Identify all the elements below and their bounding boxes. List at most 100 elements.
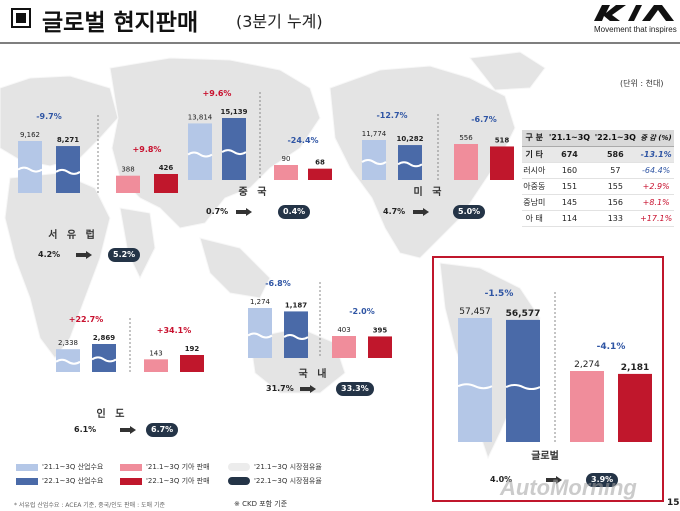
- table-header-cell: '21.1~3Q: [546, 130, 593, 147]
- china-industry-growth: +9.6%: [203, 89, 232, 98]
- china-axis-break-1: [187, 151, 213, 158]
- korea-axis-break-1: [247, 332, 273, 339]
- brand-tagline: Movement that inspires: [594, 25, 677, 34]
- table-cell: 160: [546, 162, 593, 179]
- legend-swatch: [228, 463, 250, 471]
- india-axis-break-2: [91, 356, 117, 363]
- share-2021: 31.7%: [266, 384, 294, 393]
- table-cell: 133: [592, 210, 639, 227]
- china-bar-2: [222, 118, 246, 180]
- usa-industry-growth: -12.7%: [376, 111, 407, 120]
- india-value-label-2: 2,869: [93, 334, 115, 342]
- share-2022-pill: 5.2%: [108, 248, 141, 262]
- footnote: * 서유럽 산업수요 : ACEA 기준, 중국/인도 판매 : 도매 기준: [14, 502, 166, 509]
- usa-kia-growth: -6.7%: [471, 115, 497, 124]
- india-value-label-1: 2,338: [58, 339, 78, 347]
- table-cell: 114: [546, 210, 593, 227]
- title-square-icon: [11, 8, 31, 28]
- table-cell: 145: [546, 194, 593, 211]
- legend-swatch: [120, 463, 142, 471]
- legend-label: '22.1~3Q 산업수요: [42, 477, 104, 485]
- legend-item: '22.1~3Q 산업수요: [16, 476, 103, 486]
- korea-axis-break-2: [283, 334, 309, 341]
- legend-swatch: [16, 463, 38, 471]
- western-europe-industry-growth: -9.7%: [36, 112, 62, 121]
- table-header-cell: 구 분: [522, 130, 547, 147]
- legend-label: '21.1~3Q 기아 판매: [146, 463, 210, 471]
- korea-value-label-1: 1,274: [250, 298, 271, 306]
- china-value-label-4: 68: [315, 159, 325, 167]
- usa-axis-break-1: [361, 159, 387, 165]
- global-axis-break-1: [457, 383, 493, 390]
- usa-axis-break-2: [397, 161, 423, 168]
- global-industry-growth: -1.5%: [485, 289, 514, 299]
- share-2022-pill: 3.9%: [586, 473, 619, 487]
- legend-label: '21.1~3Q 산업수요: [42, 463, 104, 471]
- global-value-label-4: 2,181: [621, 363, 649, 373]
- india-axis-break-1: [55, 358, 81, 365]
- table-cell: 러시아: [522, 162, 547, 179]
- table-cell: +17.1%: [638, 210, 674, 227]
- legend-item: '21.1~3Q 기아 판매: [120, 462, 210, 472]
- korea-industry-growth: -6.8%: [265, 279, 291, 288]
- world-map: [0, 51, 546, 460]
- share-2021: 4.0%: [490, 475, 513, 484]
- table-row: 기 타 674 586 -13.1%: [522, 146, 674, 163]
- share-2021: 0.7%: [206, 207, 229, 216]
- india-bar-4: [180, 355, 204, 372]
- table-cell: 155: [592, 178, 639, 195]
- china-value-label-3: 90: [282, 155, 291, 163]
- legend-label: '21.1~3Q 시장점유율: [254, 463, 322, 471]
- usa-value-label-2: 10,282: [396, 135, 423, 143]
- table-cell: 아 태: [522, 210, 547, 227]
- region-title-india: 인 도: [96, 409, 128, 420]
- table-cell: 156: [592, 194, 639, 211]
- region-title-korea: 국 내: [298, 369, 330, 380]
- global-axis-break-2: [505, 384, 541, 391]
- global-bar-2: [506, 319, 540, 442]
- table-cell: 151: [546, 178, 593, 195]
- table-row: 중남미 145 156 +8.1%: [522, 194, 674, 211]
- western-europe-axis-break-2: [55, 168, 81, 175]
- table-header-cell: 증 감 (%): [638, 130, 674, 147]
- table-cell: -13.1%: [638, 146, 674, 163]
- korea-bar-3: [332, 336, 356, 358]
- arrow-right-icon: [300, 385, 316, 393]
- ckd-note: ※ CKD 포함 기준: [234, 500, 288, 508]
- global-kia-growth: -4.1%: [597, 342, 626, 352]
- china-kia-growth: -24.4%: [287, 136, 318, 145]
- share-2022-pill: 0.4%: [278, 205, 311, 219]
- western-europe-axis-break-1: [17, 166, 43, 173]
- map-india: [119, 207, 156, 280]
- table-row: 아중동 151 155 +2.9%: [522, 178, 674, 195]
- korea-kia-growth: -2.0%: [349, 307, 375, 316]
- legend-swatch: [228, 477, 250, 485]
- china-value-label-1: 13,814: [188, 113, 213, 121]
- western-europe-value-label-3: 388: [121, 166, 134, 174]
- other-regions-table: 구 분 '21.1~3Q '22.1~3Q 증 감 (%) 기 타 674 58…: [522, 130, 674, 227]
- china-axis-break-2: [221, 149, 247, 156]
- legend: '21.1~3Q 산업수요 '22.1~3Q 산업수요 '21.1~3Q 기아 …: [16, 462, 436, 492]
- region-title-china: 중 국: [238, 187, 270, 198]
- western-europe-value-label-1: 9,162: [20, 131, 40, 139]
- region-title-global: 글로벌: [531, 451, 559, 462]
- korea-bar-4: [368, 336, 392, 358]
- page-number: 15: [667, 498, 680, 508]
- global-highlight-box: [432, 256, 664, 502]
- table-cell: +8.1%: [638, 194, 674, 211]
- western-europe-value-label-4: 426: [159, 164, 174, 172]
- china-value-label-2: 15,139: [220, 108, 247, 116]
- global-value-label-1: 57,457: [459, 307, 491, 317]
- map-greenland: [469, 51, 546, 91]
- table-row: 아 태 114 133 +17.1%: [522, 210, 674, 227]
- usa-bar-4: [490, 146, 514, 180]
- legend-item: '22.1~3Q 시장점유율: [228, 476, 322, 486]
- table-cell: 중남미: [522, 194, 547, 211]
- arrow-right-icon: [546, 476, 562, 484]
- table-cell: 아중동: [522, 178, 547, 195]
- page-subtitle: (3분기 누계): [236, 12, 323, 31]
- table-cell: +2.9%: [638, 178, 674, 195]
- table-cell: 기 타: [522, 146, 547, 163]
- legend-swatch: [120, 477, 142, 485]
